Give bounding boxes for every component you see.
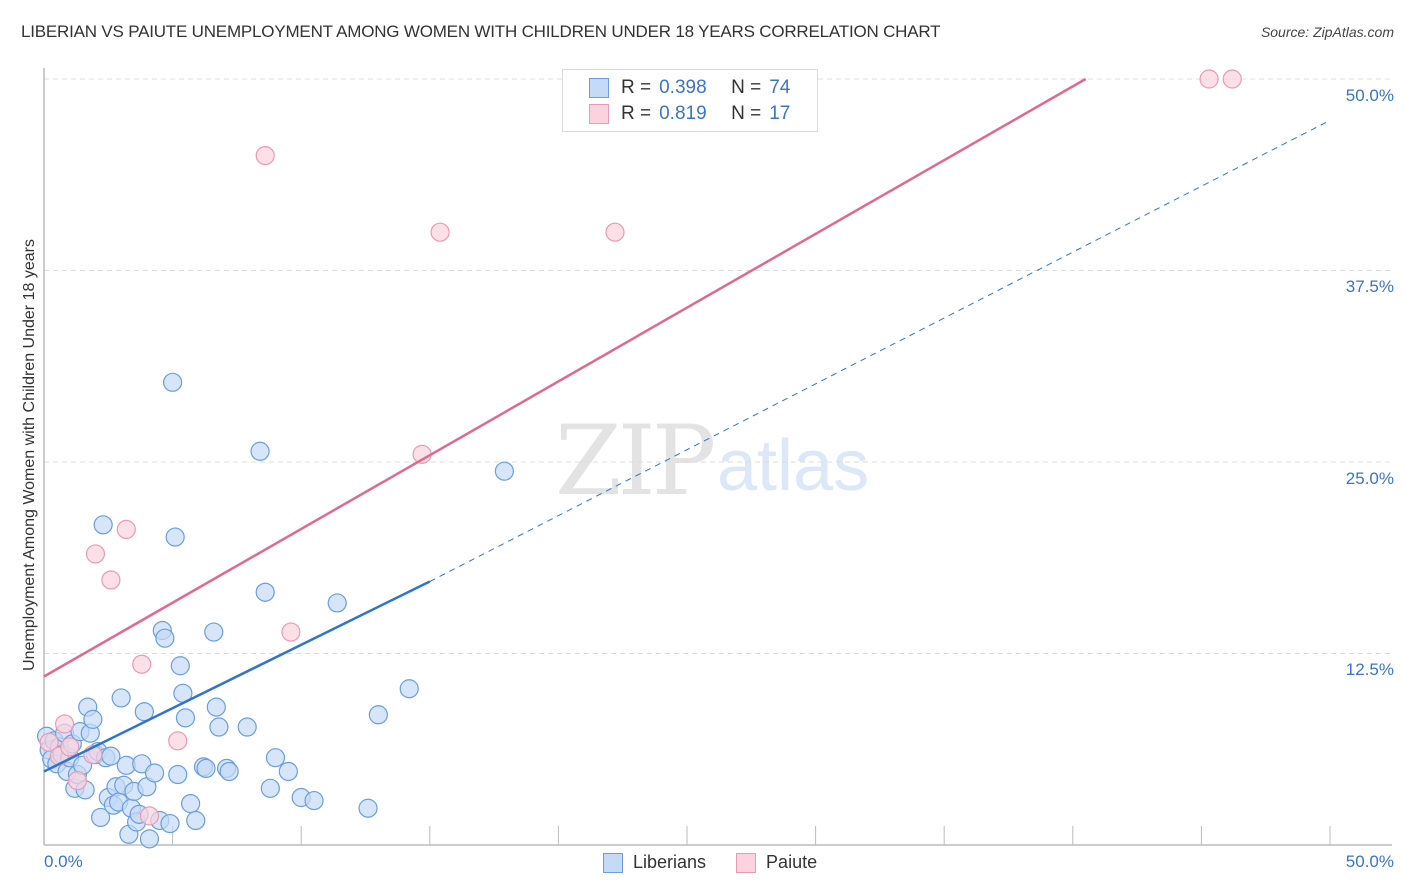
data-point[interactable]	[83, 709, 103, 729]
data-point[interactable]	[160, 813, 180, 834]
data-point[interactable]	[219, 761, 239, 782]
n-label: N =	[731, 77, 762, 98]
grid-lines	[44, 78, 1392, 654]
r-value-liberians: 0.398	[659, 77, 707, 98]
legend-label-paiute: Paiute	[766, 852, 818, 872]
data-point[interactable]	[494, 461, 514, 481]
paiute-trend-line	[43, 77, 1087, 678]
data-point[interactable]	[111, 688, 131, 708]
data-point[interactable]	[139, 806, 160, 826]
watermark-zip: ZIP	[555, 405, 716, 517]
data-point[interactable]	[278, 761, 298, 782]
data-point[interactable]	[132, 654, 152, 674]
data-point[interactable]	[93, 515, 113, 535]
x-tick-max: 50.0%	[1345, 852, 1394, 871]
data-point[interactable]	[163, 372, 183, 392]
series-legend: Liberians Paiute	[603, 852, 847, 873]
source-label: Source: ZipAtlas.com	[1260, 24, 1394, 40]
data-point[interactable]	[281, 622, 301, 642]
legend-item-paiute[interactable]: Paiute	[736, 852, 817, 873]
paiute-legend-icon	[736, 852, 757, 873]
legend-row-paiute: R = 0.819 N = 17	[589, 102, 790, 126]
n-value-paiute: 17	[769, 103, 791, 124]
data-point[interactable]	[101, 570, 121, 590]
data-point[interactable]	[116, 519, 136, 540]
data-point[interactable]	[358, 798, 378, 818]
data-point[interactable]	[67, 771, 88, 791]
data-point[interactable]	[430, 222, 450, 242]
liberians-trend-extension	[429, 119, 1331, 582]
data-point[interactable]	[1222, 69, 1242, 89]
data-point[interactable]	[206, 697, 226, 717]
r-value-paiute: 0.819	[659, 103, 707, 124]
trend-lines	[43, 77, 1331, 773]
data-point[interactable]	[175, 708, 196, 728]
data-point[interactable]	[139, 829, 160, 849]
data-point[interactable]	[165, 527, 185, 547]
data-point[interactable]	[168, 731, 188, 751]
r-label: R =	[621, 77, 652, 98]
data-point[interactable]	[327, 593, 347, 613]
data-point[interactable]	[144, 763, 165, 783]
data-point[interactable]	[265, 748, 286, 768]
watermark-atlas: atlas	[717, 426, 870, 506]
data-point[interactable]	[60, 737, 80, 757]
data-point[interactable]	[260, 778, 280, 798]
paiute-points	[39, 69, 1242, 826]
liberians-legend-icon	[603, 852, 623, 873]
data-point[interactable]	[90, 807, 111, 828]
y-tick-12-5: 12.5%	[1345, 660, 1394, 679]
data-point[interactable]	[186, 810, 206, 831]
data-point[interactable]	[181, 794, 201, 814]
y-axis-label: Unemployment Among Women with Children U…	[21, 239, 38, 671]
n-value-liberians: 74	[769, 77, 791, 98]
legend-item-liberians[interactable]: Liberians	[603, 852, 706, 873]
stats-legend: R = 0.398 N = 74 R = 0.819 N = 17	[562, 69, 818, 132]
data-point[interactable]	[155, 628, 175, 648]
data-point[interactable]	[168, 764, 188, 785]
data-point[interactable]	[399, 679, 419, 699]
data-point[interactable]	[39, 732, 59, 752]
liberians-swatch-icon	[589, 78, 609, 98]
data-point[interactable]	[255, 146, 275, 166]
paiute-swatch-icon	[589, 104, 609, 124]
y-tick-37-5: 37.5%	[1345, 277, 1394, 296]
data-point[interactable]	[85, 544, 106, 564]
data-point[interactable]	[255, 582, 275, 602]
legend-row-liberians: R = 0.398 N = 74	[589, 76, 790, 100]
x-tick-min: 0.0%	[44, 852, 83, 871]
r-label: R =	[621, 103, 652, 124]
liberians-trend-line	[43, 580, 431, 773]
data-point[interactable]	[54, 714, 75, 734]
liberians-points	[36, 372, 514, 849]
y-tick-50: 50.0%	[1345, 86, 1394, 105]
data-point[interactable]	[605, 222, 625, 242]
data-point[interactable]	[196, 758, 216, 779]
legend-label-liberians: Liberians	[633, 852, 707, 872]
data-point[interactable]	[209, 717, 229, 737]
data-point[interactable]	[368, 705, 388, 725]
data-point[interactable]	[204, 622, 224, 642]
data-point[interactable]	[1199, 69, 1219, 89]
data-point[interactable]	[237, 717, 257, 737]
data-point[interactable]	[304, 790, 324, 811]
chart-title: LIBERIAN VS PAIUTE UNEMPLOYMENT AMONG WO…	[21, 22, 941, 41]
n-label: N =	[731, 103, 762, 124]
data-point[interactable]	[250, 441, 270, 461]
y-tick-25: 25.0%	[1345, 469, 1394, 488]
axes	[43, 68, 1392, 846]
data-point[interactable]	[170, 656, 190, 676]
